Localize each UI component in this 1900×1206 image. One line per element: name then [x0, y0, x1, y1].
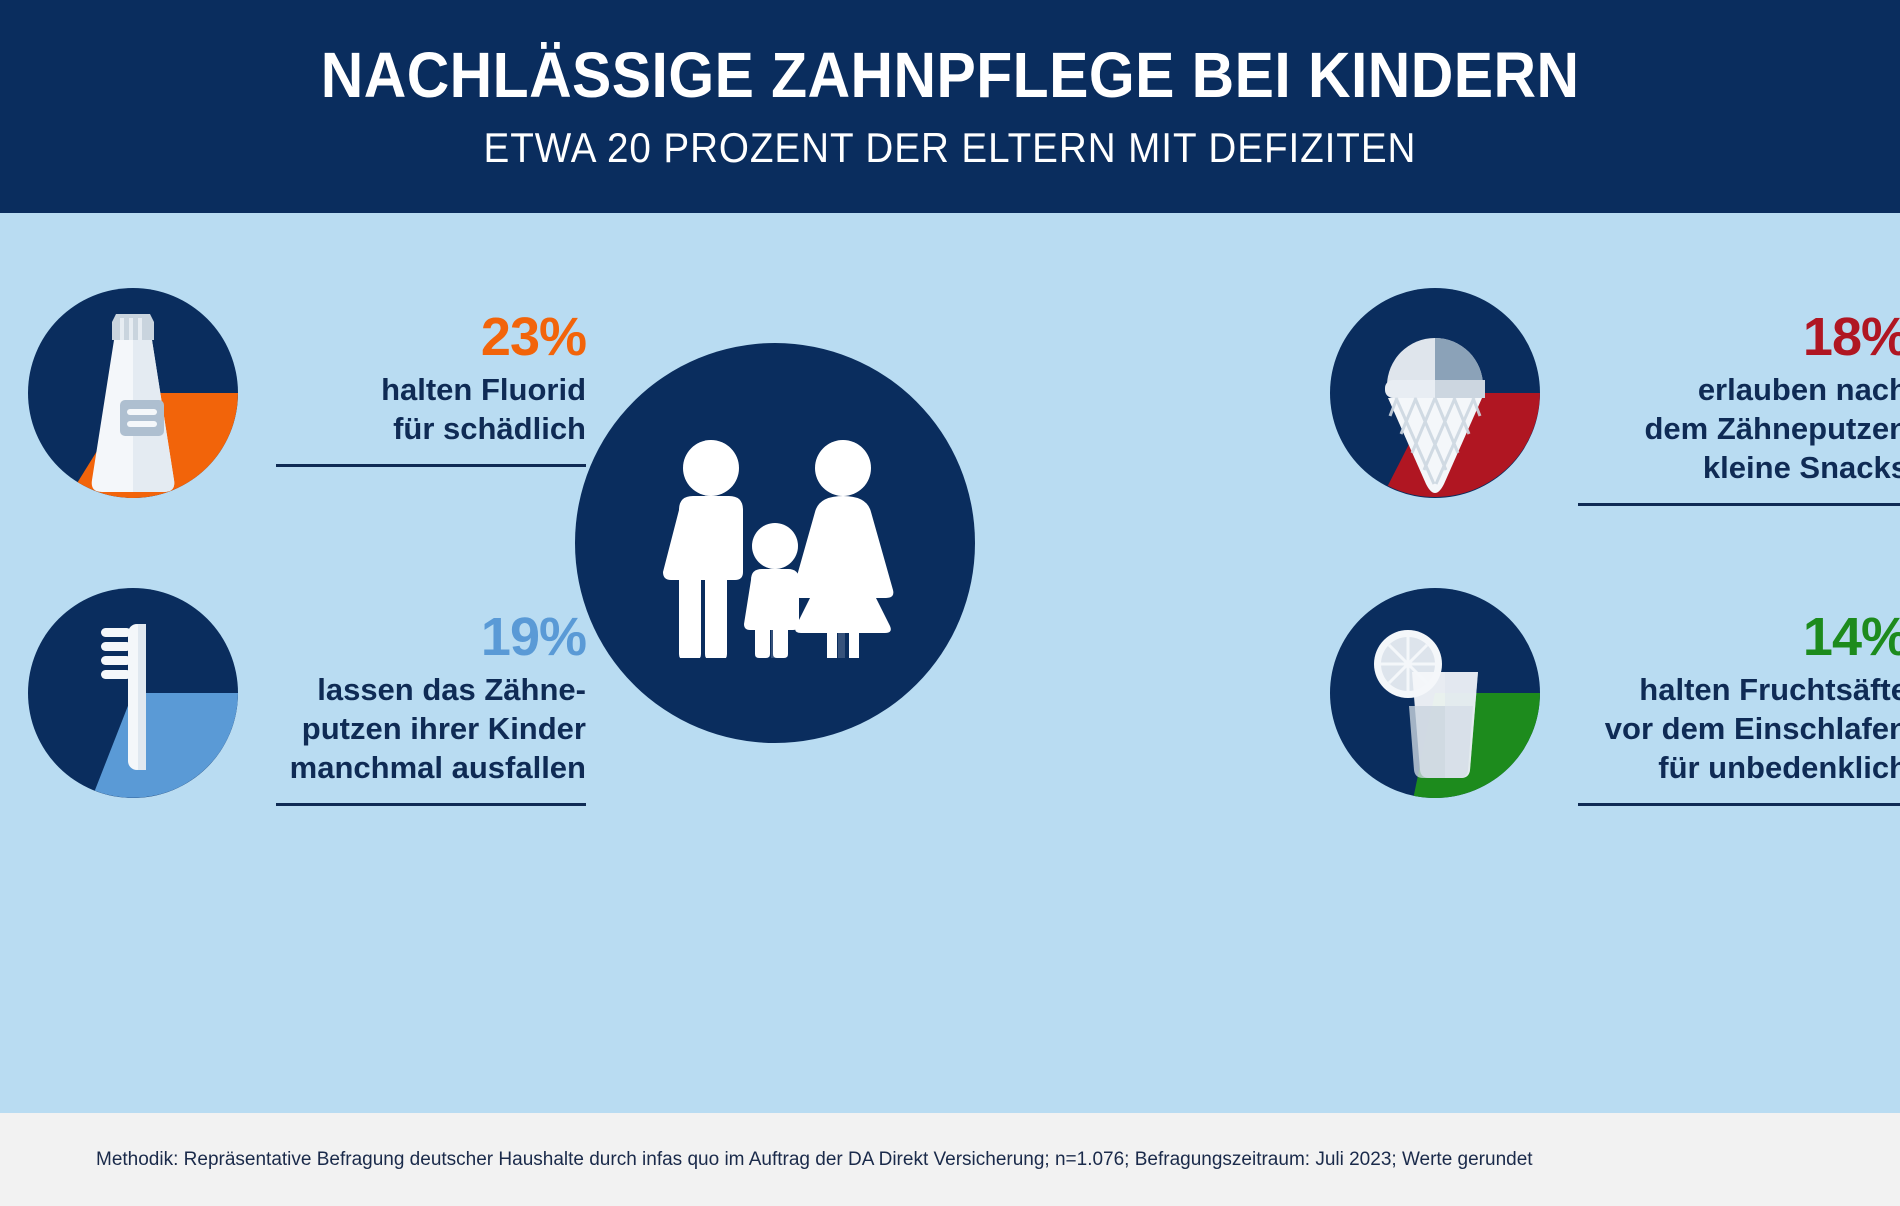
- stat-text-zaehneputzen: 19% lassen das Zähne- putzen ihrer Kinde…: [276, 588, 587, 807]
- stat-line: vor dem Einschlafen: [1604, 711, 1900, 747]
- page-title: NACHLÄSSIGE ZAHNPFLEGE BEI KINDERN: [320, 38, 1580, 111]
- page-subtitle: ETWA 20 PROZENT DER ELTERN MIT DEFIZITEN: [483, 124, 1417, 171]
- stat-line: putzen ihrer Kinder: [301, 711, 586, 747]
- stat-lines-zaehneputzen: lassen das Zähne- putzen ihrer Kinder ma…: [276, 670, 586, 787]
- stat-circle-snacks: [1330, 288, 1540, 498]
- stat-underline: [1578, 503, 1900, 507]
- stat-percent-fruchtsaefte: 14%: [1802, 607, 1900, 667]
- juice-glass-icon: [1374, 630, 1478, 778]
- stat-line: für unbedenklich: [1658, 750, 1900, 786]
- stat-circle-zaehneputzen: [28, 588, 238, 798]
- stat-lines-fluorid: halten Fluorid für schädlich: [276, 370, 586, 448]
- stat-block-fruchtsaefte: 14% halten Fruchtsäfte vor dem Einschlaf…: [1330, 588, 1900, 807]
- stat-underline: [276, 464, 586, 468]
- ice-cream-cone-icon: [1385, 338, 1485, 493]
- body-area: 23% halten Fluorid für schädlich: [0, 213, 1900, 1113]
- stat-underline: [276, 803, 586, 807]
- stat-lines-snacks: erlauben nach dem Zähneputzen kleine Sna…: [1578, 370, 1900, 487]
- stat-block-zaehneputzen: 19% lassen das Zähne- putzen ihrer Kinde…: [28, 588, 587, 807]
- stat-line: erlauben nach: [1697, 372, 1900, 407]
- stat-text-fluorid: 23% halten Fluorid für schädlich: [276, 288, 587, 468]
- stat-circle-fluorid: [28, 288, 238, 498]
- stat-line: für schädlich: [393, 411, 586, 447]
- stat-text-fruchtsaefte: 14% halten Fruchtsäfte vor dem Einschlaf…: [1578, 588, 1900, 807]
- stat-block-fluorid: 23% halten Fluorid für schädlich: [28, 288, 587, 498]
- stat-line: manchmal ausfallen: [289, 750, 586, 786]
- family-icon: [663, 440, 894, 658]
- toothpaste-tube-icon: [91, 314, 175, 492]
- stat-percent-fluorid: 23%: [480, 307, 587, 367]
- stat-text-snacks: 18% erlauben nach dem Zähneputzen kleine…: [1578, 288, 1900, 507]
- stat-line: halten Fluorid: [381, 372, 586, 407]
- stat-circle-fruchtsaefte: [1330, 588, 1540, 798]
- stat-line: kleine Snacks: [1702, 450, 1900, 486]
- methodology-note: Methodik: Repräsentative Befragung deuts…: [96, 1148, 1533, 1170]
- stat-line: dem Zähneputzen: [1644, 411, 1900, 447]
- stat-block-snacks: 18% erlauben nach dem Zähneputzen kleine…: [1330, 288, 1900, 507]
- footer-band: Methodik: Repräsentative Befragung deuts…: [0, 1113, 1900, 1206]
- toothbrush-icon: [101, 624, 146, 770]
- header-band: NACHLÄSSIGE ZAHNPFLEGE BEI KINDERN ETWA …: [0, 0, 1900, 213]
- stat-line: halten Fruchtsäfte: [1639, 672, 1900, 707]
- stat-percent-snacks: 18%: [1802, 307, 1900, 367]
- stat-percent-zaehneputzen: 19%: [480, 607, 587, 667]
- stat-underline: [1578, 803, 1900, 807]
- stat-line: lassen das Zähne-: [317, 672, 586, 707]
- center-family-circle: [575, 343, 975, 743]
- stat-lines-fruchtsaefte: halten Fruchtsäfte vor dem Einschlafen f…: [1578, 670, 1900, 787]
